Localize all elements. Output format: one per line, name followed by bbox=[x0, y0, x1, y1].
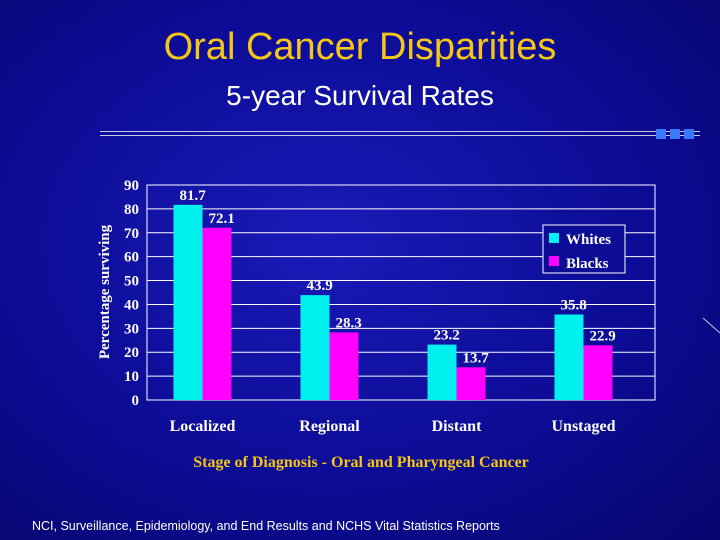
bar-blacks-distant bbox=[456, 367, 486, 400]
x-category-label: Distant bbox=[432, 418, 482, 435]
legend-label-whites: Whites bbox=[566, 232, 611, 248]
source-note: NCI, Surveillance, Epidemiology, and End… bbox=[32, 519, 500, 533]
bar-whites-regional bbox=[300, 295, 330, 400]
decor-square bbox=[670, 129, 680, 139]
x-axis-label: Stage of Diagnosis - Oral and Pharyngeal… bbox=[193, 454, 529, 471]
divider-line-bottom bbox=[100, 135, 700, 136]
x-category-label: Regional bbox=[299, 418, 360, 435]
data-label: 23.2 bbox=[434, 328, 460, 344]
legend-swatch-whites bbox=[549, 233, 559, 243]
x-category-label: Localized bbox=[170, 418, 236, 435]
data-label: 13.7 bbox=[463, 350, 490, 366]
data-label: 22.9 bbox=[590, 328, 616, 344]
y-tick-label: 90 bbox=[124, 178, 139, 194]
data-label: 35.8 bbox=[561, 297, 587, 313]
y-tick-label: 0 bbox=[132, 393, 140, 409]
data-label: 72.1 bbox=[209, 211, 235, 227]
bar-whites-distant bbox=[427, 344, 457, 400]
y-tick-label: 50 bbox=[124, 274, 139, 290]
y-axis-label: Percentage surviving bbox=[97, 224, 113, 359]
y-tick-label: 40 bbox=[124, 297, 139, 313]
y-tick-label: 80 bbox=[124, 202, 139, 218]
bar-whites-localized bbox=[173, 204, 203, 400]
bar-blacks-localized bbox=[202, 227, 232, 400]
bar-blacks-regional bbox=[329, 332, 359, 400]
decor-diagonal-line bbox=[702, 317, 720, 334]
legend: Whites Blacks bbox=[542, 224, 626, 274]
decor-square bbox=[656, 129, 666, 139]
x-category-label: Unstaged bbox=[551, 418, 615, 435]
y-tick-label: 20 bbox=[124, 345, 139, 361]
bar-whites-unstaged bbox=[554, 314, 584, 400]
data-label: 43.9 bbox=[307, 278, 333, 294]
divider-line-top bbox=[100, 131, 700, 132]
plot-area bbox=[146, 184, 656, 401]
bar-blacks-unstaged bbox=[583, 345, 613, 400]
data-label: 81.7 bbox=[180, 188, 207, 204]
legend-label-blacks: Blacks bbox=[566, 256, 609, 272]
data-label: 28.3 bbox=[336, 315, 362, 331]
y-tick-label: 70 bbox=[124, 226, 139, 242]
slide-subtitle: 5-year Survival Rates bbox=[226, 80, 494, 111]
slide-title: Oral Cancer Disparities bbox=[163, 26, 557, 68]
decor-square bbox=[684, 129, 694, 139]
y-tick-label: 30 bbox=[124, 321, 139, 337]
legend-swatch-blacks bbox=[549, 256, 559, 266]
y-tick-label: 60 bbox=[124, 250, 139, 266]
y-tick-label: 10 bbox=[124, 369, 139, 385]
